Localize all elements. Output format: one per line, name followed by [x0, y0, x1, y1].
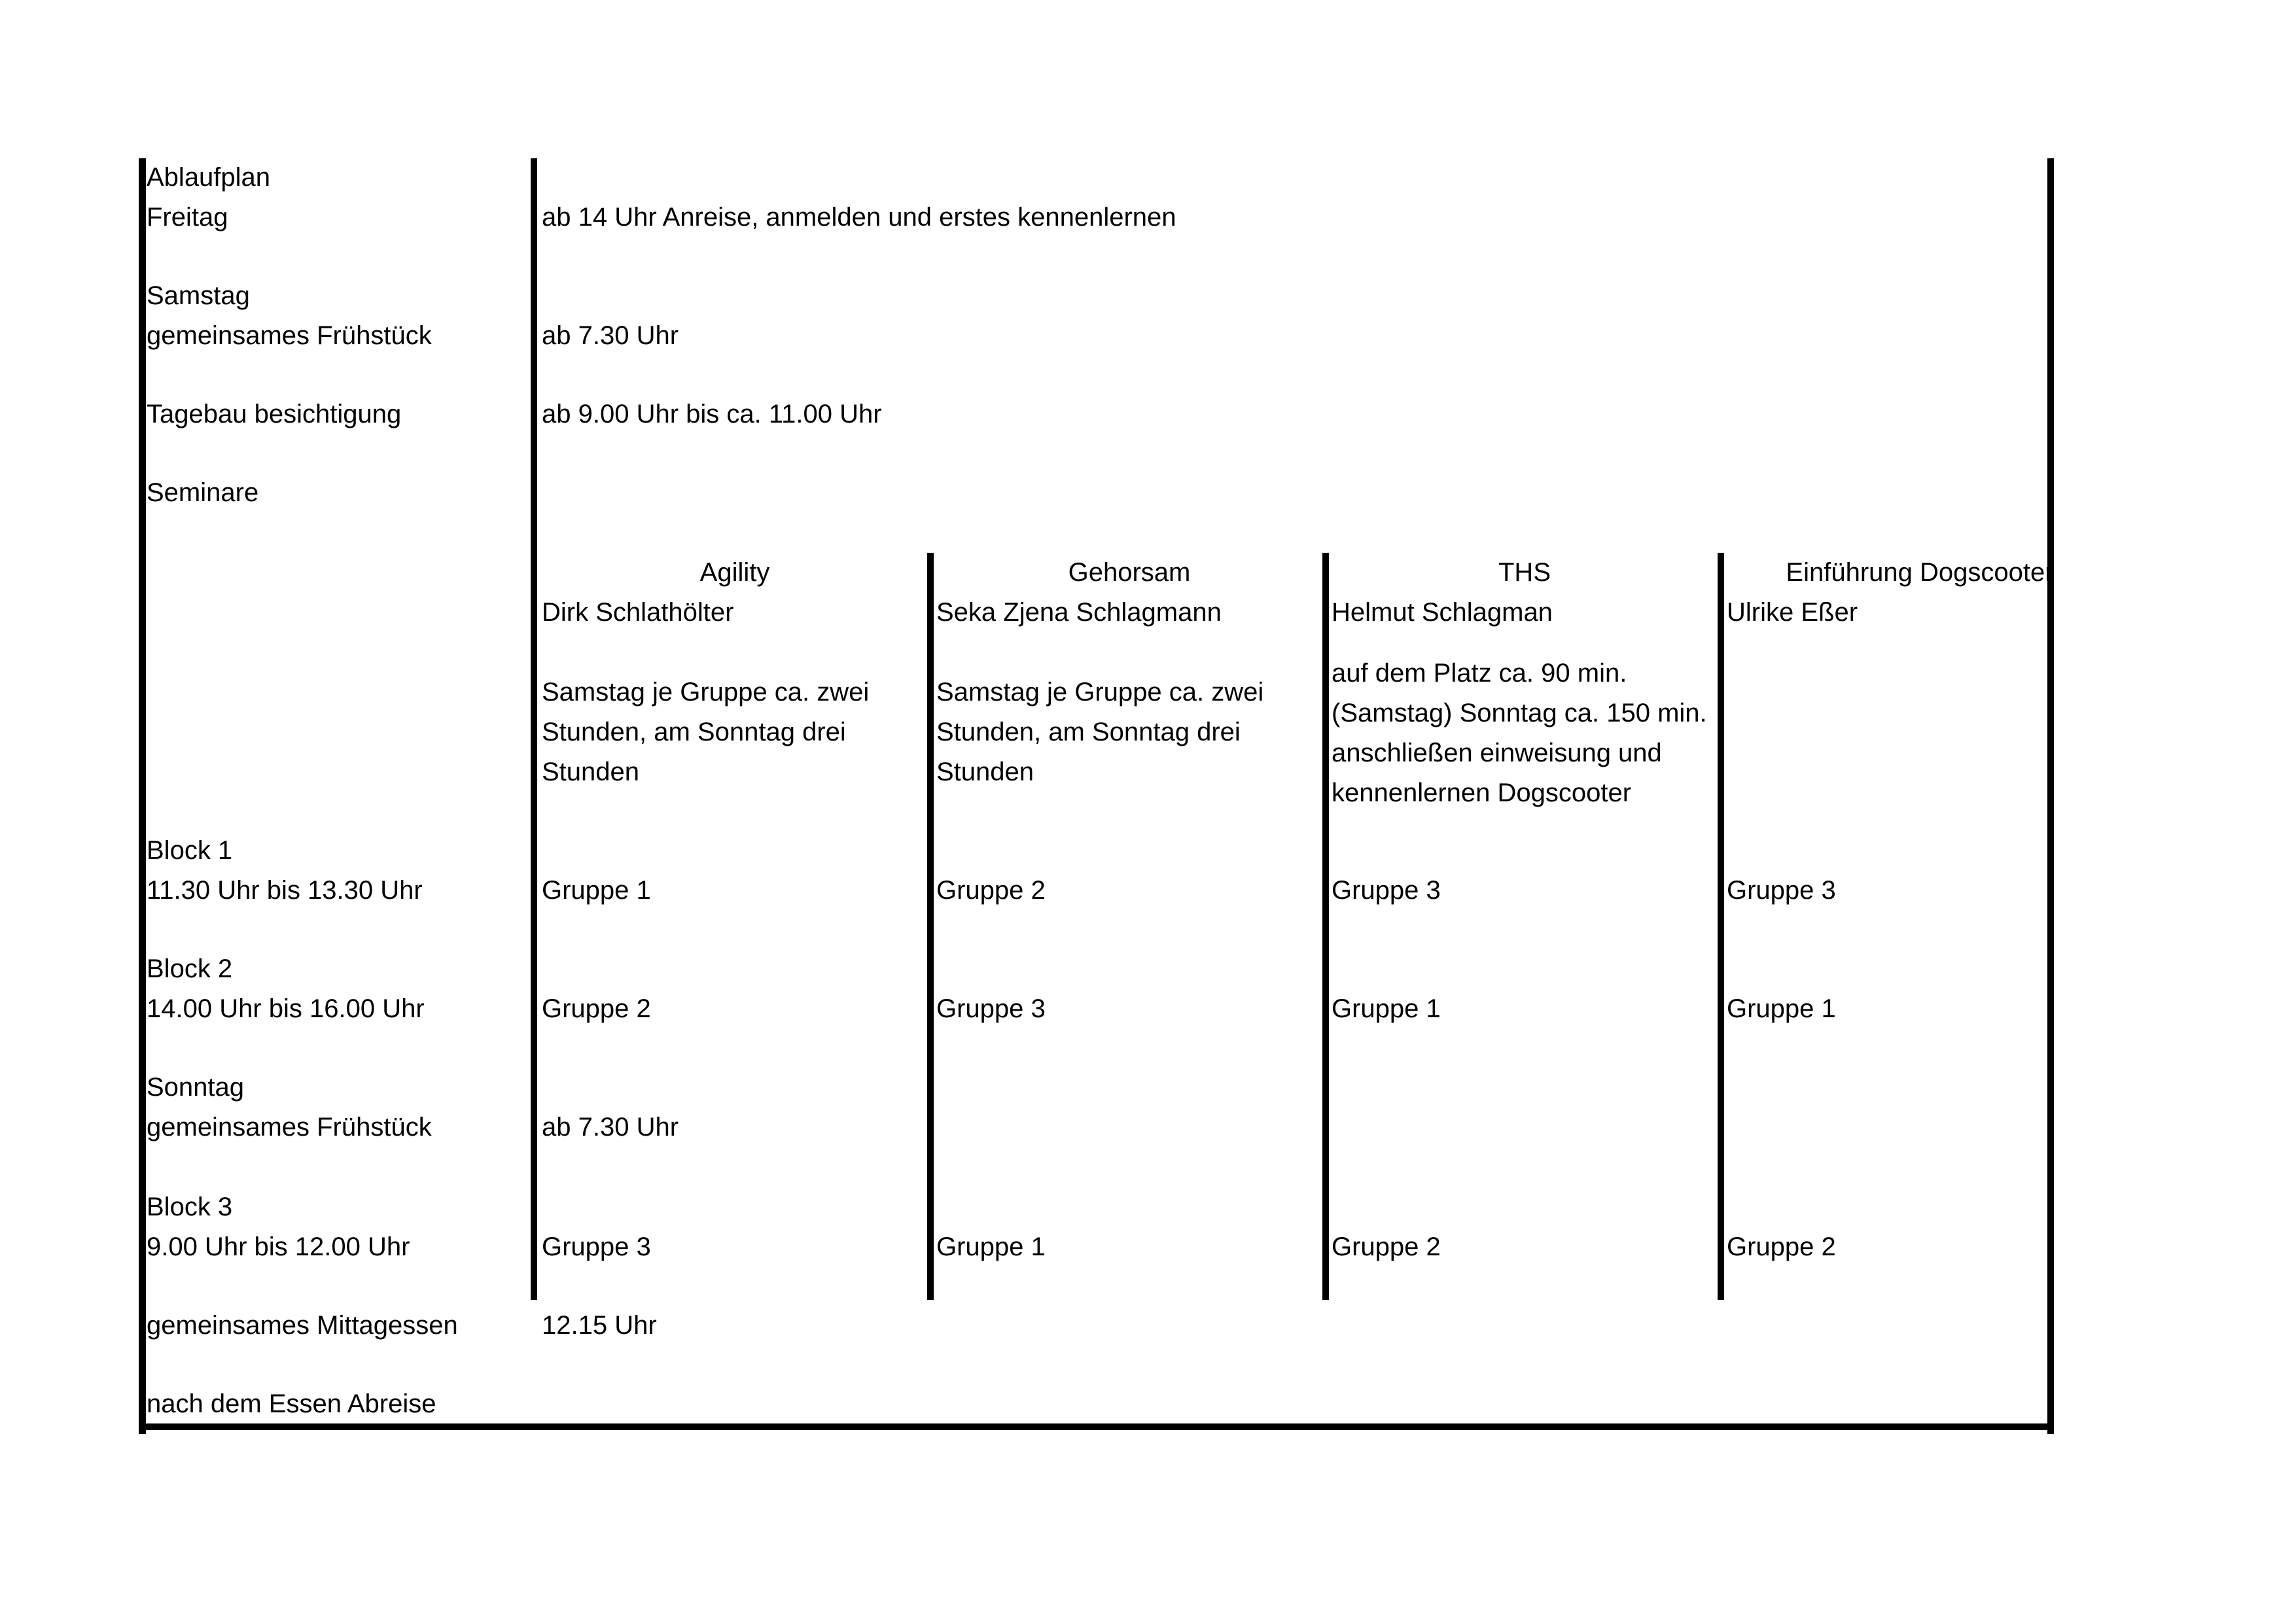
seminar-title: Gehorsam	[1068, 558, 1191, 587]
seminar-block1-group: Gruppe 1	[542, 876, 651, 905]
seminar-block2-group: Gruppe 1	[1727, 994, 1836, 1023]
label-block2: Block 2	[147, 954, 233, 983]
label-samstag: Samstag	[147, 281, 250, 310]
label-mittagessen: gemeinsames Mittagessen	[147, 1311, 458, 1340]
label-tagebau: Tagebau besichtigung	[147, 400, 402, 428]
column-divider-1	[531, 158, 537, 1300]
seminar-description-line: Samstag je Gruppe ca. zwei	[542, 678, 870, 707]
time-tagebau: ab 9.00 Uhr bis ca. 11.00 Uhr	[542, 400, 882, 428]
label-fruehstueck-sa: gemeinsames Frühstück	[147, 321, 432, 350]
seminar-description-line: anschließen einweisung und	[1332, 739, 1662, 767]
seminar-trainer: Helmut Schlagman	[1332, 598, 1553, 627]
seminar-block2-group: Gruppe 3	[936, 994, 1046, 1023]
label-block3-time: 9.00 Uhr bis 12.00 Uhr	[147, 1232, 410, 1261]
label-block2-time: 14.00 Uhr bis 16.00 Uhr	[147, 994, 425, 1023]
label-sonntag: Sonntag	[147, 1073, 245, 1102]
right-border	[2047, 158, 2054, 1434]
seminar-block3-group: Gruppe 2	[1332, 1232, 1441, 1261]
seminar-title: Einführung Dogscooter	[1786, 558, 2054, 587]
seminar-description-line: Stunden	[542, 758, 640, 786]
label-block1: Block 1	[147, 836, 233, 865]
seminar-title: THS	[1498, 558, 1551, 587]
seminar-description-line: Stunden, am Sonntag drei	[936, 718, 1241, 746]
seminar-description-line: Samstag je Gruppe ca. zwei	[936, 678, 1264, 707]
label-block3: Block 3	[147, 1193, 233, 1221]
seminar-block3-group: Gruppe 3	[542, 1232, 651, 1261]
time-fruehstueck-so: ab 7.30 Uhr	[542, 1113, 679, 1142]
column-divider-4	[1718, 553, 1724, 1300]
seminar-block1-group: Gruppe 2	[936, 876, 1046, 905]
seminar-block3-group: Gruppe 1	[936, 1232, 1046, 1261]
time-freitag: ab 14 Uhr Anreise, anmelden und erstes k…	[542, 203, 1176, 232]
label-abreise: nach dem Essen Abreise	[147, 1389, 436, 1418]
seminar-description-line: kennenlernen Dogscooter	[1332, 778, 1632, 807]
time-fruehstueck-sa: ab 7.30 Uhr	[542, 321, 679, 350]
label-freitag: Freitag	[147, 203, 228, 232]
seminar-trainer: Ulrike Eßer	[1727, 598, 1858, 627]
seminar-description-line: Stunden	[936, 758, 1034, 786]
label-seminare: Seminare	[147, 478, 259, 507]
seminar-title: Agility	[699, 558, 770, 587]
label-block1-time: 11.30 Uhr bis 13.30 Uhr	[147, 876, 423, 905]
seminar-block3-group: Gruppe 2	[1727, 1232, 1836, 1261]
seminar-description-line: Stunden, am Sonntag drei	[542, 718, 846, 746]
seminar-block2-group: Gruppe 2	[542, 994, 651, 1023]
time-mittagessen: 12.15 Uhr	[542, 1311, 657, 1340]
label-fruehstueck-so: gemeinsames Frühstück	[147, 1113, 432, 1142]
seminar-trainer: Dirk Schlathölter	[542, 598, 734, 627]
seminar-block1-group: Gruppe 3	[1727, 876, 1836, 905]
left-border	[139, 158, 146, 1434]
seminar-block2-group: Gruppe 1	[1332, 994, 1441, 1023]
plan-title: Ablaufplan	[147, 163, 271, 192]
column-divider-3	[1322, 553, 1329, 1300]
bottom-border	[139, 1423, 2054, 1430]
seminar-block1-group: Gruppe 3	[1332, 876, 1441, 905]
seminar-description-line: auf dem Platz ca. 90 min.	[1332, 659, 1627, 688]
seminar-trainer: Seka Zjena Schlagmann	[936, 598, 1222, 627]
column-divider-2	[927, 553, 934, 1300]
seminar-description-line: (Samstag) Sonntag ca. 150 min.	[1332, 699, 1707, 727]
